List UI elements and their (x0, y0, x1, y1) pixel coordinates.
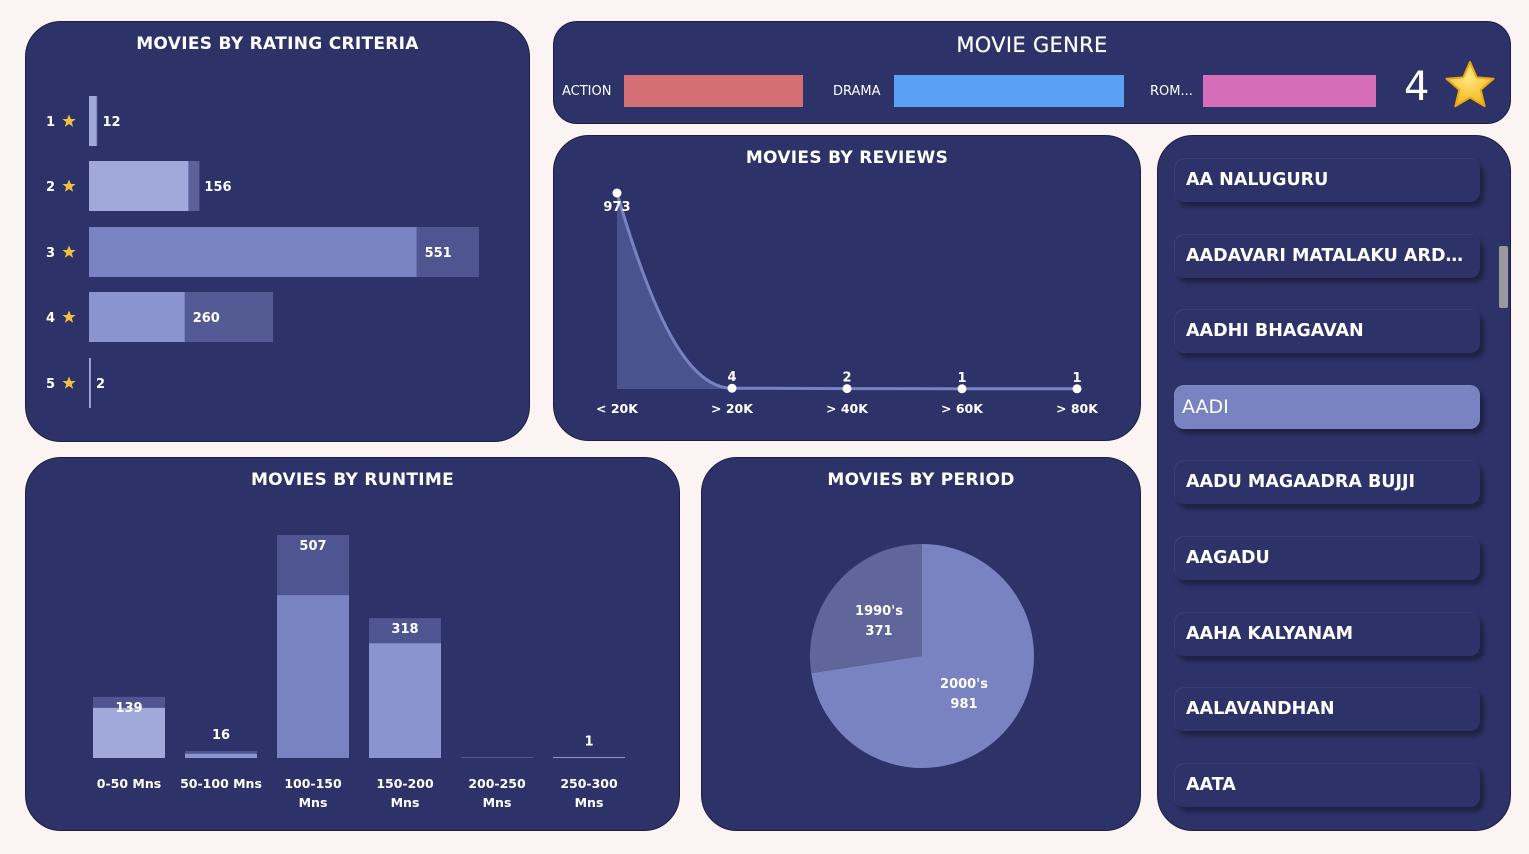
rating-bar[interactable] (89, 96, 97, 146)
reviews-chart: 973 < 20K 4 > 20K 2 > 40K 1 > 60K 1 > 80K (596, 188, 1099, 416)
genre-label-action: ACTION (562, 84, 612, 99)
star-icon (62, 114, 76, 127)
pie-slice-2000s[interactable] (811, 544, 1034, 768)
runtime-value-label: 318 (391, 622, 418, 637)
rating-value-label: 551 (425, 246, 452, 261)
star-icon (62, 179, 76, 192)
genre-filter-action[interactable] (624, 75, 803, 107)
period-chart-panel: MOVIES BY PERIOD 1990's 371 2000's 981 (701, 457, 1141, 831)
runtime-bar[interactable] (461, 757, 533, 758)
star-icon (62, 245, 76, 258)
runtime-chart: 139 0-50 Mns 16 50-100 Mns 507 100-150 Mns 318 1… (93, 535, 625, 810)
reviews-value-label: 973 (603, 200, 630, 215)
rating-value-label: 2 (96, 377, 105, 392)
runtime-value-label: 16 (212, 728, 230, 743)
pie-slice-1990s[interactable] (810, 544, 922, 674)
pie-category-label: 1990's (855, 604, 903, 619)
rating-chart-title: MOVIES BY RATING CRITERIA (136, 34, 419, 54)
runtime-category-label: 200-250 (468, 776, 526, 791)
star-icon (62, 310, 76, 323)
genre-filter-romance[interactable] (1203, 75, 1376, 107)
runtime-chart-title: MOVIES BY RUNTIME (250, 470, 455, 490)
runtime-category-label: 50-100 Mns (180, 776, 262, 791)
runtime-category-label: Mns (299, 795, 328, 810)
reviews-area (617, 193, 1077, 389)
reviews-line (615, 192, 1077, 391)
runtime-bar[interactable] (553, 757, 625, 758)
reviews-point[interactable] (727, 383, 737, 393)
rating-category-label: 4 (46, 311, 55, 326)
reviews-value-label: 4 (727, 370, 736, 385)
pie-value-label: 981 (950, 697, 977, 712)
rating-category-label: 2 (46, 180, 55, 195)
rating-bar[interactable] (89, 227, 417, 277)
runtime-category-label: 250-300 (560, 776, 618, 791)
movie-list-item[interactable]: AATA (1174, 763, 1480, 807)
period-chart-title: MOVIES BY PERIOD (827, 470, 1015, 490)
period-chart: 1990's 371 2000's 981 (810, 544, 1034, 768)
reviews-point[interactable] (957, 384, 967, 394)
runtime-category-label: 150-200 (376, 776, 434, 791)
movie-list-item[interactable]: AALAVANDHAN (1174, 687, 1480, 731)
movie-list-item[interactable]: AADAVARI MATALAKU ARDHALE VERULE (1174, 234, 1480, 278)
movie-list-item[interactable]: AADI (1174, 385, 1480, 429)
movie-list-item[interactable]: AAGADU (1174, 536, 1480, 580)
rating-chart-panel: MOVIES BY RATING CRITERIA 1 12 2 156 3 551 4 26… (25, 21, 530, 442)
reviews-chart-title: MOVIES BY REVIEWS (745, 148, 949, 168)
reviews-point[interactable] (1072, 384, 1082, 394)
star-icon (62, 376, 76, 389)
rating-category-label: 3 (46, 246, 55, 261)
list-scrollbar[interactable] (1499, 246, 1508, 308)
genre-filter-drama[interactable] (894, 75, 1124, 107)
movie-list-item[interactable]: AADU MAGAADRA BUJJI (1174, 460, 1480, 504)
runtime-category-label: Mns (575, 795, 604, 810)
runtime-category-label: 0-50 Mns (97, 776, 161, 791)
reviews-point[interactable] (612, 188, 622, 198)
reviews-category-label: > 60K (941, 401, 984, 416)
rating-chart: 1 12 2 156 3 551 4 260 5 2 (46, 96, 479, 408)
reviews-category-label: > 40K (826, 401, 869, 416)
reviews-category-label: < 20K (596, 401, 639, 416)
rating-value-label: 12 (102, 115, 120, 130)
genre-label-drama: DRAMA (833, 84, 881, 99)
reviews-value-label: 2 (842, 371, 851, 386)
genre-label-romance: ROM... (1150, 84, 1193, 99)
runtime-bar[interactable] (93, 707, 165, 758)
genre-panel: MOVIE GENRE ACTION DRAMA ROM... 4 (553, 21, 1511, 124)
rating-bar[interactable] (89, 161, 189, 211)
reviews-chart-panel: MOVIES BY REVIEWS 973 < 20K 4 > 20K 2 > 40K 1 >… (553, 135, 1141, 441)
runtime-bar[interactable] (277, 595, 349, 758)
star-icon[interactable] (1442, 58, 1498, 114)
rating-bar[interactable] (89, 292, 185, 342)
genre-title: MOVIE GENRE (956, 33, 1108, 57)
pie-value-label: 371 (865, 624, 892, 639)
movie-list-item[interactable]: AA NALUGURU (1174, 158, 1480, 202)
runtime-category-label: Mns (483, 795, 512, 810)
rating-value-label: 156 (204, 180, 231, 195)
rating-bar[interactable] (89, 358, 91, 408)
runtime-category-label: Mns (391, 795, 420, 810)
rating-category-label: 1 (46, 115, 55, 130)
runtime-bar[interactable] (369, 643, 441, 758)
reviews-value-label: 1 (957, 371, 966, 386)
movie-list-panel: AA NALUGURU AADAVARI MATALAKU ARDHALE VER… (1157, 135, 1511, 831)
reviews-category-label: > 20K (711, 401, 754, 416)
runtime-value-label: 1 (584, 735, 593, 750)
rating-value: 4 (1404, 64, 1430, 110)
rating-value-label: 260 (193, 311, 220, 326)
reviews-point[interactable] (842, 384, 852, 394)
pie-category-label: 2000's (940, 677, 988, 692)
runtime-value-label: 139 (115, 701, 142, 716)
runtime-value-label: 507 (299, 539, 326, 554)
runtime-chart-panel: MOVIES BY RUNTIME 139 0-50 Mns 16 50-100 Mn… (25, 457, 680, 831)
movie-list-item[interactable]: AADHI BHAGAVAN (1174, 309, 1480, 353)
movie-list-item[interactable]: AAHA KALYANAM (1174, 612, 1480, 656)
runtime-bar[interactable] (185, 753, 257, 758)
reviews-value-label: 1 (1072, 371, 1081, 386)
reviews-category-label: > 80K (1056, 401, 1099, 416)
runtime-category-label: 100-150 (284, 776, 342, 791)
rating-category-label: 5 (46, 377, 55, 392)
